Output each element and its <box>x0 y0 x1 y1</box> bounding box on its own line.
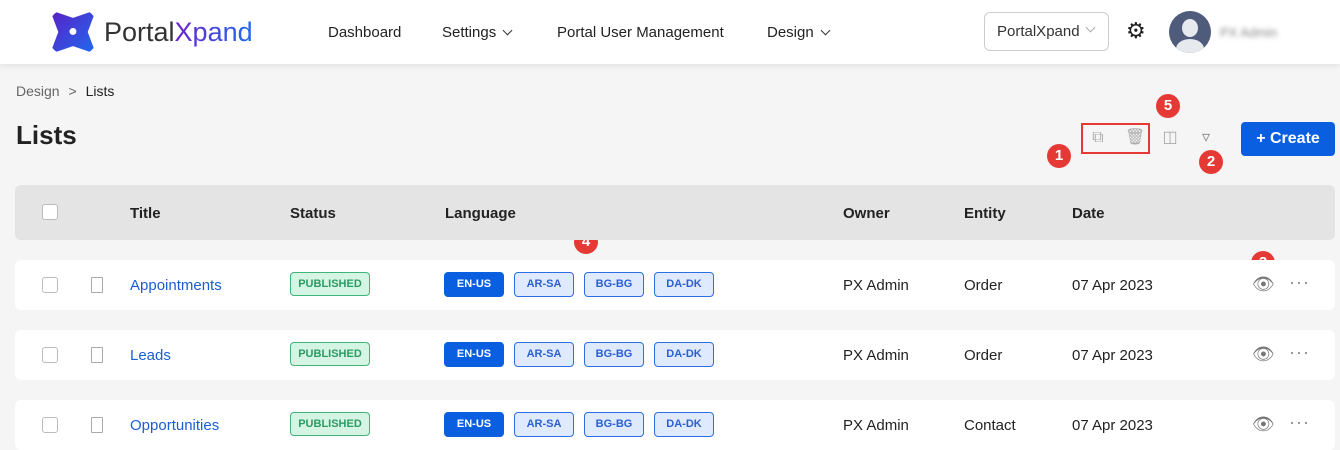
nav-settings[interactable]: Settings <box>442 24 513 41</box>
status-badge: PUBLISHED <box>290 342 370 366</box>
row-checkbox[interactable] <box>42 417 58 433</box>
column-title[interactable]: Title <box>130 205 161 222</box>
list-title-link[interactable]: Appointments <box>130 277 222 294</box>
date: 07 Apr 2023 <box>1072 277 1153 294</box>
breadcrumb-design[interactable]: Design <box>16 83 60 99</box>
logo-icon: ● <box>50 10 96 54</box>
breadcrumb-current: Lists <box>85 83 115 99</box>
document-icon <box>91 277 103 293</box>
column-status[interactable]: Status <box>290 205 336 222</box>
entity: Order <box>964 277 1003 294</box>
annotation-box <box>1081 123 1150 154</box>
row-checkbox[interactable] <box>42 347 58 363</box>
breadcrumb: Design > Lists <box>16 83 114 99</box>
annotation-badge: 5 <box>1156 94 1180 118</box>
more-icon[interactable]: ··· <box>1289 272 1310 292</box>
document-icon <box>91 417 103 433</box>
status-badge: PUBLISHED <box>290 412 370 436</box>
language-tag[interactable]: AR-SA <box>514 272 574 297</box>
status-badge: PUBLISHED <box>290 272 370 296</box>
more-icon[interactable]: ··· <box>1289 412 1310 432</box>
owner: PX Admin <box>843 417 909 434</box>
copy-icon[interactable]: ⧉ <box>1092 129 1104 146</box>
translate-icon[interactable]: ◫ <box>1162 129 1178 146</box>
language-tag[interactable]: BG-BG <box>584 342 644 367</box>
logo-text: Portal <box>104 16 175 47</box>
date: 07 Apr 2023 <box>1072 347 1153 364</box>
language-tag[interactable]: BG-BG <box>584 412 644 437</box>
list-title-link[interactable]: Opportunities <box>130 417 220 434</box>
page-title: Lists <box>16 120 77 150</box>
table-header: Title Status Language Owner Entity Date <box>15 185 1335 240</box>
nav-dashboard[interactable]: Dashboard <box>328 24 401 41</box>
plus-icon: + <box>1256 130 1266 147</box>
column-entity[interactable]: Entity <box>964 205 1006 222</box>
select-all-checkbox[interactable] <box>42 204 58 220</box>
column-owner[interactable]: Owner <box>843 205 890 222</box>
language-tag[interactable]: AR-SA <box>514 342 574 367</box>
annotation-badge: 2 <box>1199 150 1223 174</box>
date: 07 Apr 2023 <box>1072 417 1153 434</box>
table-row: Opportunities PUBLISHED EN-US AR-SA BG-BG D… <box>15 400 1335 450</box>
language-tag[interactable]: EN-US <box>444 342 504 367</box>
nav-label: Settings <box>442 24 497 41</box>
nav-label: Dashboard <box>328 24 402 41</box>
owner: PX Admin <box>843 277 909 294</box>
eye-icon[interactable]: 👁 <box>1252 344 1275 364</box>
entity: Contact <box>964 417 1016 434</box>
nav-portal-user-management[interactable]: Portal User Management <box>557 24 724 41</box>
eye-icon[interactable]: 👁 <box>1252 274 1275 294</box>
filter-icon[interactable]: ▿ <box>1201 129 1211 146</box>
nav-design[interactable]: Design <box>767 24 831 41</box>
nav-label: Portal User Management <box>557 24 724 41</box>
row-checkbox[interactable] <box>42 277 58 293</box>
language-tag[interactable]: EN-US <box>444 272 504 297</box>
avatar[interactable] <box>1169 11 1211 53</box>
chevron-down-icon <box>502 25 513 36</box>
annotation-badge: 1 <box>1047 144 1071 168</box>
chevron-down-icon <box>820 25 831 36</box>
entity: Order <box>964 347 1003 364</box>
trash-icon[interactable]: 🗑 <box>1125 129 1146 146</box>
document-icon <box>91 347 103 363</box>
breadcrumb-separator: > <box>68 83 77 99</box>
language-tag[interactable]: DA-DK <box>654 412 714 437</box>
create-button[interactable]: + Create <box>1241 122 1335 156</box>
top-header: ● PortalXpand Dashboard Settings Portal … <box>0 0 1340 64</box>
user-name[interactable]: PX Admin <box>1220 25 1278 40</box>
language-tag[interactable]: BG-BG <box>584 272 644 297</box>
list-title-link[interactable]: Leads <box>130 347 171 364</box>
column-language[interactable]: Language <box>445 205 516 222</box>
create-label: Create <box>1269 130 1320 147</box>
language-tag[interactable]: EN-US <box>444 412 504 437</box>
gear-icon[interactable]: ⚙ <box>1126 18 1146 43</box>
language-tag[interactable]: AR-SA <box>514 412 574 437</box>
table-row: Leads PUBLISHED EN-US AR-SA BG-BG DA-DK PX … <box>15 330 1335 380</box>
portal-select-value: PortalXpand <box>997 23 1080 40</box>
chevron-down-icon <box>1085 22 1096 33</box>
logo-text-accent: Xpand <box>174 16 253 47</box>
column-date[interactable]: Date <box>1072 205 1105 222</box>
logo[interactable]: ● PortalXpand <box>50 10 253 54</box>
more-icon[interactable]: ··· <box>1289 342 1310 362</box>
language-tag[interactable]: DA-DK <box>654 342 714 367</box>
portal-select[interactable]: PortalXpand <box>984 12 1109 51</box>
owner: PX Admin <box>843 347 909 364</box>
language-tag[interactable]: DA-DK <box>654 272 714 297</box>
eye-icon[interactable]: 👁 <box>1252 414 1275 434</box>
table-row: Appointments PUBLISHED EN-US AR-SA BG-BG DA… <box>15 260 1335 310</box>
nav-label: Design <box>767 24 814 41</box>
